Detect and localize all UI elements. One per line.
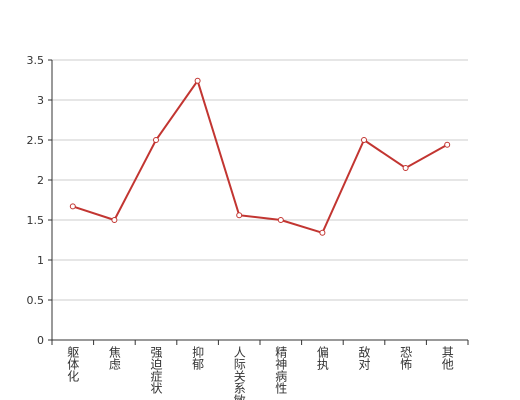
point [319, 229, 326, 236]
y-tick-label: 3 [37, 94, 44, 107]
x-tick-label: 人际关系敏感 [232, 346, 246, 400]
point [111, 217, 118, 223]
x-tick-label: 抑郁 [191, 345, 205, 371]
x-tick-label: 精神病性 [274, 346, 288, 395]
x-tick-label: 其他 [440, 346, 454, 370]
point [194, 77, 201, 84]
x-tick-label: 焦虑 [107, 346, 121, 370]
point [236, 212, 243, 219]
y-tick-label: 1 [37, 254, 44, 267]
y-tick-label: 2 [37, 174, 44, 187]
x-tick-label: 恐怖 [399, 346, 413, 370]
line [72, 78, 448, 235]
point [444, 141, 451, 148]
y-tick-label: 0 [37, 334, 44, 347]
x-tick-label: 强迫症状 [149, 346, 163, 394]
point [402, 165, 409, 171]
y-tick-label: 3.5 [27, 54, 45, 67]
x-tick-label: 偏执 [315, 345, 329, 371]
y-tick-label: 2.5 [27, 134, 45, 147]
point [153, 137, 159, 143]
x-tick-label: 敌对 [357, 345, 371, 370]
point [69, 203, 76, 210]
y-tick-label: 0.5 [27, 294, 45, 307]
point [361, 137, 367, 143]
y-tick-label: 1.5 [27, 214, 45, 227]
point [277, 217, 284, 223]
x-tick-label: 躯体化 [66, 345, 80, 383]
